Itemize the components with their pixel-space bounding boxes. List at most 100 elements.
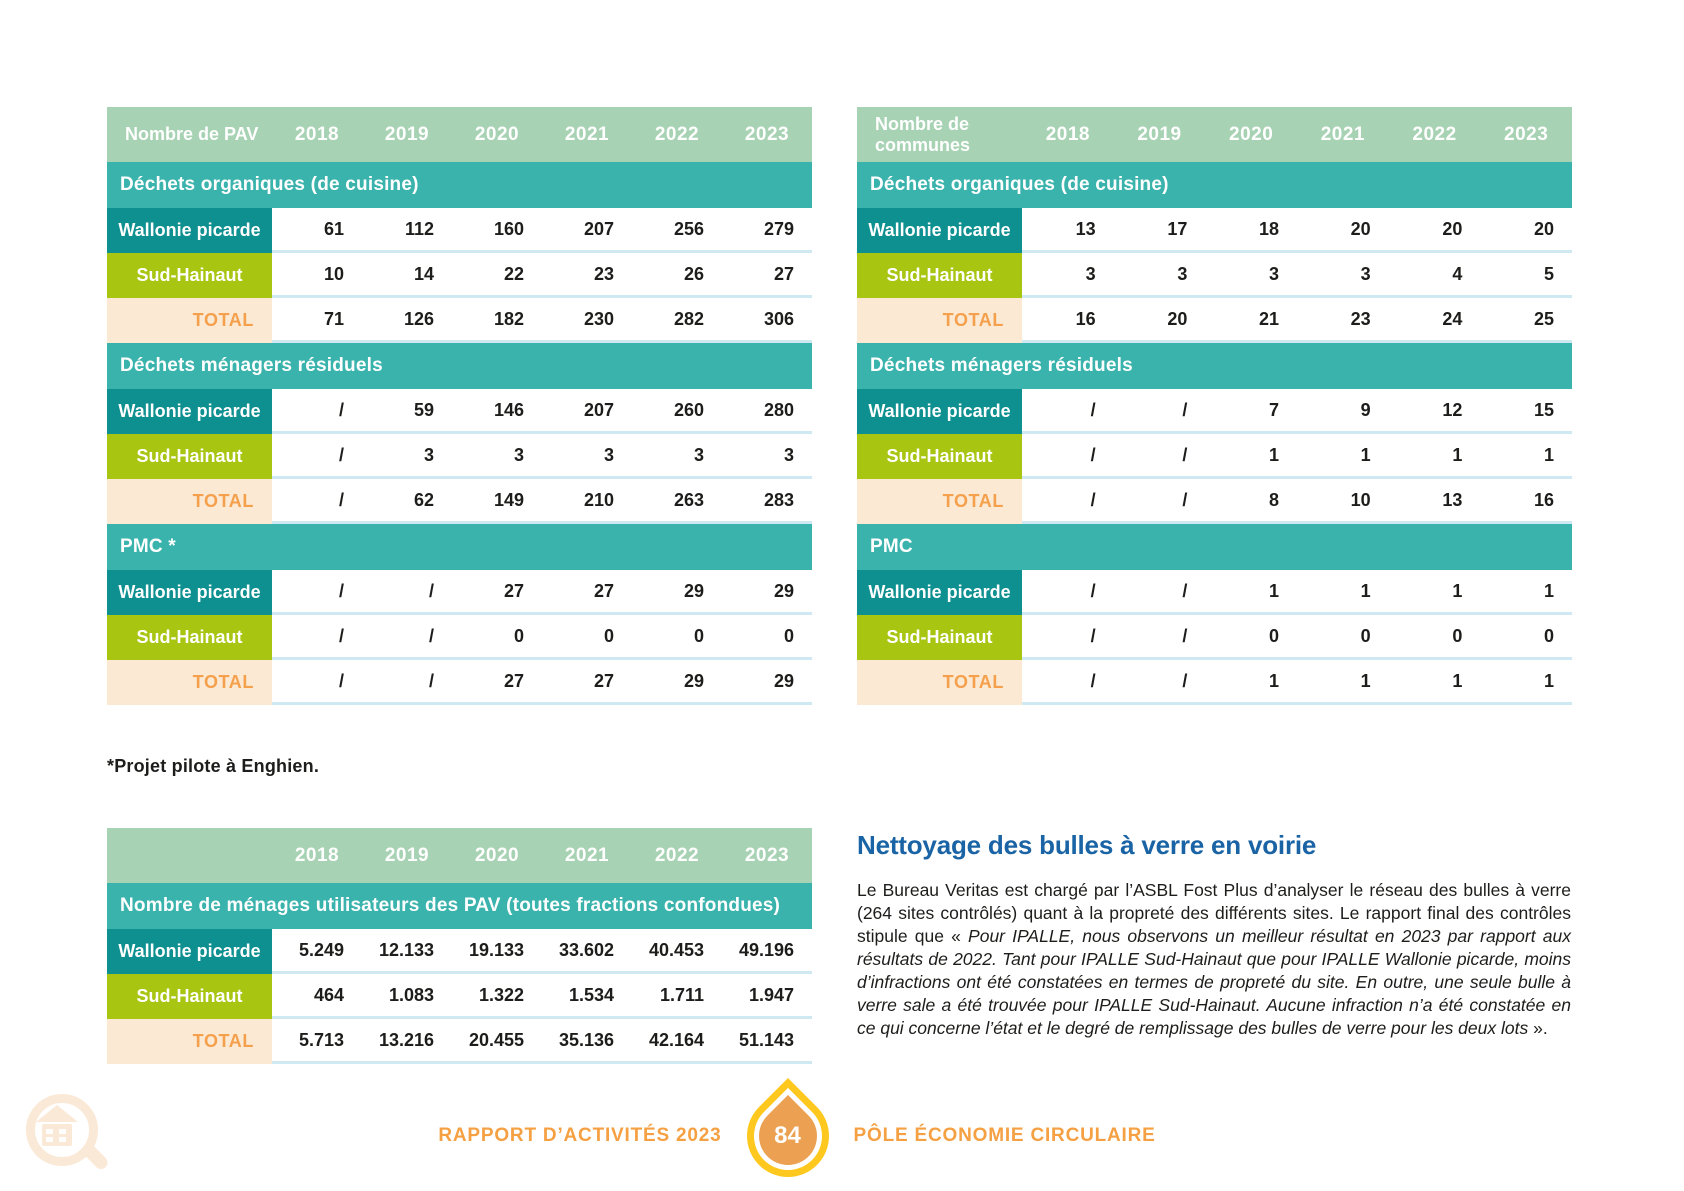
row-label: Wallonie picarde [107,208,272,253]
value-cell: 20 [1297,208,1389,253]
row-label: Wallonie picarde [857,389,1022,434]
value-cell: 5 [1480,253,1573,298]
table-nombre-de-menages: 2018 2019 2020 2021 2022 2023 Nombre de ménage… [107,828,812,1064]
value-cell: / [1022,615,1114,660]
value-cell: / [1113,479,1206,524]
value-cell: 20.455 [452,1019,542,1064]
value-cell: 13 [1022,208,1114,253]
value-cell: 1 [1480,570,1573,615]
value-cell: 16 [1480,479,1573,524]
value-cell: 20 [1388,208,1481,253]
section-header: PMC [857,524,1572,570]
value-cell: 1 [1388,434,1481,479]
value-cell: 29 [722,660,812,705]
value-cell: 3 [1297,253,1389,298]
value-cell: / [272,479,362,524]
value-cell: 1 [1297,660,1389,705]
value-cell: 8 [1205,479,1298,524]
value-cell: 17 [1113,208,1206,253]
value-cell: 27 [542,570,632,615]
year-header: 2020 [474,844,520,866]
value-cell: 0 [1205,615,1298,660]
table-row: Wallonie picarde 5.249 12.133 19.133 33.602 4… [107,929,812,974]
value-cell: 13 [1388,479,1481,524]
value-cell: / [272,615,362,660]
year-header: 2018 [294,844,340,866]
value-cell: 0 [452,615,542,660]
value-cell: 20 [1113,298,1206,343]
value-cell: / [1113,660,1206,705]
value-cell: 1.947 [722,974,812,1019]
value-cell: 12 [1388,389,1481,434]
year-header: 2019 [384,123,430,145]
year-header: 2018 [1045,123,1090,145]
section-header: PMC * [107,524,812,570]
section-header: Déchets organiques (de cuisine) [107,162,812,208]
house-window-icon [59,1137,66,1142]
value-cell: 21 [1205,298,1298,343]
value-cell: / [1113,434,1206,479]
value-cell: 61 [272,208,362,253]
value-cell: 27 [452,570,542,615]
value-cell: 5.713 [272,1019,362,1064]
value-cell: 1 [1388,660,1481,705]
value-cell: 283 [722,479,812,524]
section-header: Déchets organiques (de cuisine) [857,162,1572,208]
value-cell: 18 [1205,208,1298,253]
value-cell: / [272,389,362,434]
row-label: Sud-Hainaut [107,974,272,1019]
value-cell: 25 [1480,298,1573,343]
section-header: Déchets ménagers résiduels [107,343,812,389]
value-cell: 1.711 [632,974,722,1019]
article-body-quote: Pour IPALLE, nous observons un meilleur … [857,925,1571,1039]
value-cell: 33.602 [542,929,632,974]
row-label: Sud-Hainaut [107,434,272,479]
value-cell: / [1022,479,1114,524]
row-label: Wallonie picarde [857,208,1022,253]
footnote: *Projet pilote à Enghien. [107,756,320,776]
value-cell: 23 [1297,298,1389,343]
article-body: Le Bureau Veritas est chargé par l’ASBL … [857,879,1571,1041]
table-row: Wallonie picarde //7 9 12 15 [857,389,1573,434]
section-header: Déchets ménagers résiduels [857,343,1572,389]
value-cell: / [1022,660,1114,705]
year-header: 2021 [1320,123,1365,145]
row-label: TOTAL [107,660,272,705]
value-cell: 59 [362,389,452,434]
value-cell: / [1022,434,1114,479]
row-label: TOTAL [857,479,1022,524]
table-title: Nombre de communes [875,113,971,155]
table-row: Sud-Hainaut //0 0 0 0 [857,615,1573,660]
footer-pole-label: PÔLE ÉCONOMIE CIRCULAIRE [853,1125,1156,1146]
value-cell: 282 [632,298,722,343]
house-window-icon [59,1129,66,1134]
year-header: 2018 [294,123,340,145]
value-cell: 23 [542,253,632,298]
year-header: 2020 [1229,123,1274,145]
year-header: 2021 [564,844,610,866]
value-cell: 10 [1297,479,1389,524]
value-cell: 1 [1205,434,1298,479]
value-cell: 27 [452,660,542,705]
value-cell: 1 [1205,660,1298,705]
table-row: Wallonie picarde 13 17 18 20 20 20 [857,208,1573,253]
row-label: Sud-Hainaut [107,615,272,660]
year-header: 2022 [654,844,700,866]
row-label: Sud-Hainaut [857,434,1022,479]
year-header: 2022 [654,123,700,145]
value-cell: 279 [722,208,812,253]
value-cell: 71 [272,298,362,343]
row-label: Wallonie picarde [107,389,272,434]
article-nettoyage: Nettoyage des bulles à verre en voirie L… [857,830,1571,1058]
value-cell: 27 [542,660,632,705]
article-body-intro: Le Bureau Veritas est chargé par l’ASBL … [857,879,1571,946]
value-cell: / [362,570,452,615]
value-cell: 13.216 [362,1019,452,1064]
house-body-icon [42,1124,72,1146]
value-cell: 0 [1480,615,1573,660]
value-cell: 210 [542,479,632,524]
value-cell: 0 [542,615,632,660]
value-cell: 1 [1388,570,1481,615]
value-cell: 0 [632,615,722,660]
